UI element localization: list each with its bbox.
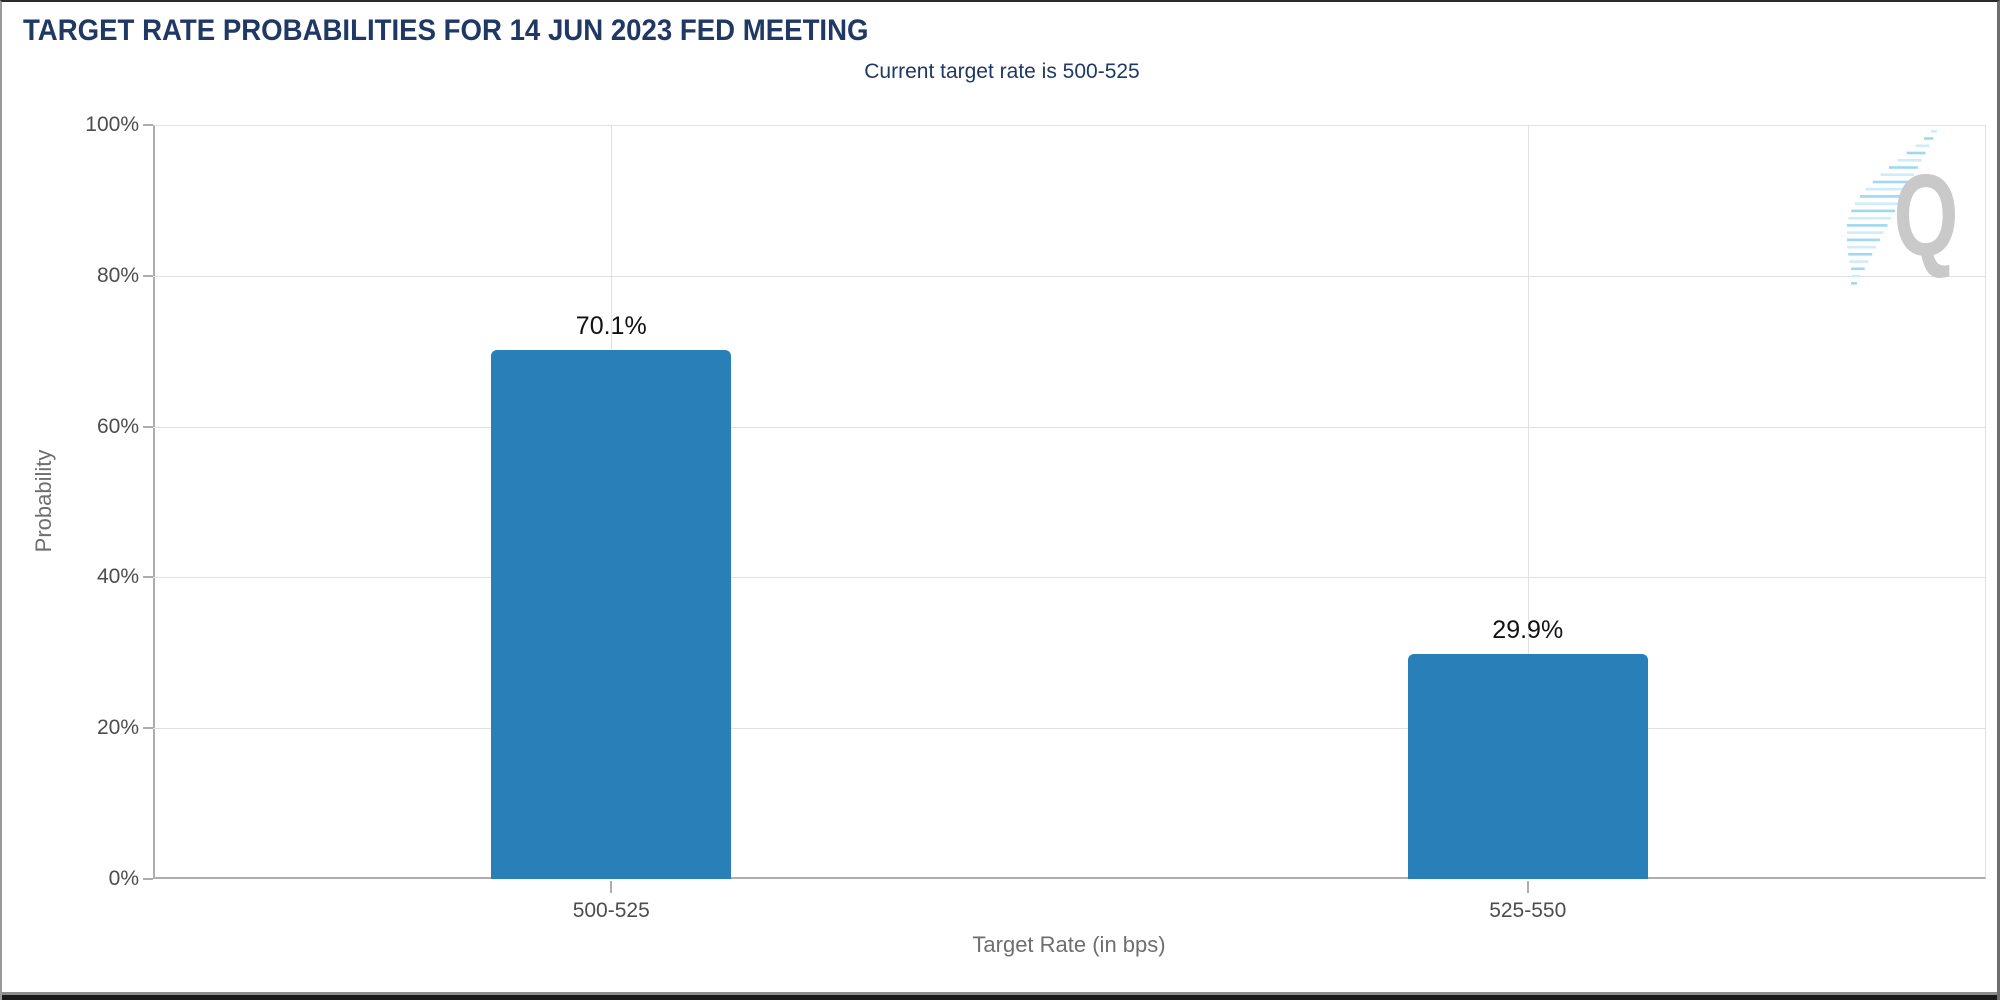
x-tick-label: 500-525	[572, 899, 650, 922]
plot-area	[153, 125, 1986, 879]
bar-525-550[interactable]	[1407, 653, 1648, 879]
x-axis-title: Target Rate (in bps)	[972, 932, 1166, 957]
y-tick-mark	[143, 727, 153, 730]
y-tick-label: 60%	[96, 414, 139, 438]
y-gridline	[153, 728, 1986, 730]
y-tick-label: 40%	[96, 565, 139, 589]
y-tick-mark	[143, 878, 153, 880]
y-gridline	[153, 275, 1986, 277]
y-gridline	[153, 426, 1986, 428]
y-tick-mark	[143, 425, 153, 428]
x-gridline	[1527, 125, 1529, 879]
y-axis-title: Probability	[31, 449, 56, 553]
y-tick-mark	[143, 124, 153, 126]
watermark-streaks-icon	[1847, 130, 1937, 285]
quikstrike-logo-watermark: Q	[1847, 130, 1959, 285]
bar-value-label: 70.1%	[575, 312, 647, 341]
y-tick-mark	[143, 576, 153, 579]
watermark-q-icon: Q	[1894, 152, 1959, 281]
y-gridline	[153, 577, 1986, 579]
y-tick-label: 0%	[108, 867, 139, 890]
bar-value-label: 29.9%	[1492, 615, 1564, 644]
x-tick-label: 525-550	[1489, 899, 1567, 922]
bar-500-525[interactable]	[491, 350, 732, 879]
x-tick-mark	[1526, 881, 1529, 893]
chart-title: TARGET RATE PROBABILITIES FOR 14 JUN 202…	[23, 14, 869, 47]
y-tick-label: 20%	[96, 716, 139, 740]
frame-bottom-border-dark	[2, 995, 1997, 1000]
x-tick-mark	[610, 881, 613, 893]
frame-bottom-border-gray	[2, 992, 1997, 995]
y-tick-mark	[143, 274, 153, 277]
y-tick-label: 100%	[85, 113, 139, 136]
y-tick-label: 80%	[96, 263, 139, 287]
chart-subtitle: Current target rate is 500-525	[864, 60, 1140, 83]
